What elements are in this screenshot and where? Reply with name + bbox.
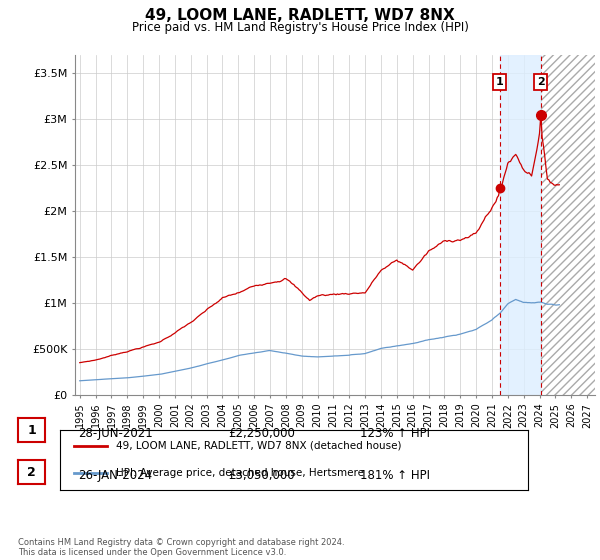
- Text: £3,050,000: £3,050,000: [228, 469, 295, 482]
- Bar: [541, 55, 595, 395]
- Text: Contains HM Land Registry data © Crown copyright and database right 2024.
This d: Contains HM Land Registry data © Crown c…: [18, 538, 344, 557]
- Bar: [541, 55, 595, 395]
- Text: 2: 2: [537, 77, 544, 87]
- Text: 49, LOOM LANE, RADLETT, WD7 8NX: 49, LOOM LANE, RADLETT, WD7 8NX: [145, 8, 455, 24]
- Text: 123% ↑ HPI: 123% ↑ HPI: [360, 427, 430, 440]
- Text: 1: 1: [496, 77, 503, 87]
- Text: 26-JAN-2024: 26-JAN-2024: [78, 469, 152, 482]
- Bar: [500, 55, 541, 395]
- Text: 28-JUN-2021: 28-JUN-2021: [78, 427, 153, 440]
- Text: 181% ↑ HPI: 181% ↑ HPI: [360, 469, 430, 482]
- Text: Price paid vs. HM Land Registry's House Price Index (HPI): Price paid vs. HM Land Registry's House …: [131, 21, 469, 34]
- Text: 1: 1: [27, 424, 36, 437]
- Text: HPI: Average price, detached house, Hertsmere: HPI: Average price, detached house, Hert…: [116, 468, 364, 478]
- Text: £2,250,000: £2,250,000: [228, 427, 295, 440]
- Text: 49, LOOM LANE, RADLETT, WD7 8NX (detached house): 49, LOOM LANE, RADLETT, WD7 8NX (detache…: [116, 441, 401, 451]
- Text: 2: 2: [27, 466, 36, 479]
